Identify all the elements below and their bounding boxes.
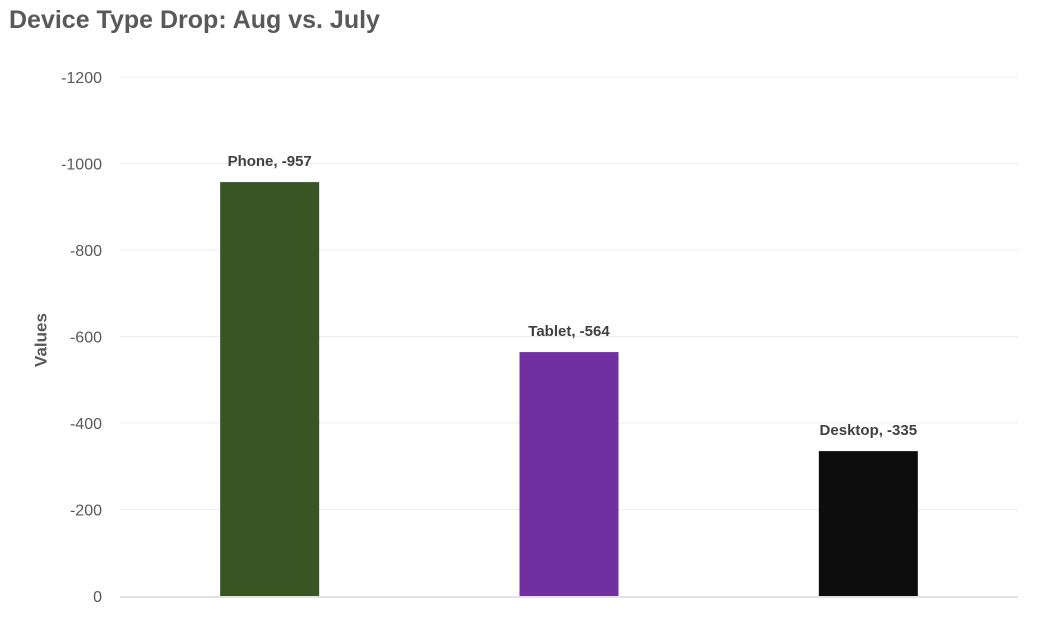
- data-label-desktop: Desktop, -335: [820, 422, 918, 439]
- y-tick-label: -600: [70, 330, 102, 347]
- y-tick-label: -1200: [61, 70, 102, 87]
- y-axis-ticks: 0 -200 -400 -600 -800 -1000 -1200: [61, 70, 102, 606]
- y-axis-title: Values: [31, 313, 50, 367]
- y-tick-label: -200: [70, 503, 102, 520]
- chart-title: Device Type Drop: Aug vs. July: [9, 6, 380, 34]
- y-tick-label: 0: [93, 589, 102, 606]
- y-tick-label: -800: [70, 243, 102, 260]
- data-label-phone: Phone, -957: [228, 153, 312, 170]
- bars: [220, 182, 918, 596]
- bar-desktop: [818, 451, 918, 596]
- bar-tablet: [519, 352, 619, 596]
- bar-phone: [220, 182, 320, 596]
- data-label-tablet: Tablet, -564: [528, 323, 610, 340]
- y-tick-label: -1000: [61, 157, 102, 174]
- y-tick-label: -400: [70, 416, 102, 433]
- data-labels: Phone, -957 Tablet, -564 Desktop, -335: [228, 153, 918, 439]
